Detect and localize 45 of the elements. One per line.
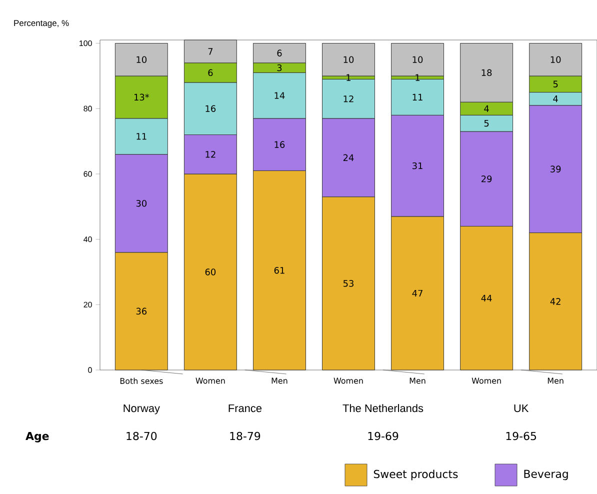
data-label: 60 <box>205 268 216 276</box>
data-label: 4 <box>484 105 489 112</box>
data-label: 14 <box>274 92 285 99</box>
data-label: 29 <box>482 175 492 182</box>
text: Age <box>26 432 49 442</box>
data-label: 24 <box>343 154 354 161</box>
legend-label: Beverag <box>524 470 568 480</box>
data-label: 61 <box>274 266 284 274</box>
data-label: 12 <box>206 151 216 158</box>
data-label: 10 <box>412 56 423 63</box>
text: 18-70 <box>126 432 157 440</box>
text: France <box>228 404 262 412</box>
y-axis-title: Percentage, % <box>14 20 69 28</box>
data-label: 6 <box>277 50 282 56</box>
data-label: 11 <box>136 133 146 140</box>
data-label: 53 <box>343 280 354 287</box>
data-label: 16 <box>206 105 216 112</box>
data-label: 39 <box>550 166 561 172</box>
data-label: 10 <box>136 56 147 63</box>
data-label: 3 <box>277 64 282 72</box>
text: 18-79 <box>230 432 260 440</box>
data-label: 5 <box>553 80 558 88</box>
data-label: 10 <box>550 56 561 63</box>
data-label: 18 <box>482 69 492 76</box>
data-label: 30 <box>136 200 147 207</box>
text: 19-65 <box>506 432 536 440</box>
text: The Netherlands <box>342 404 424 412</box>
text: UK <box>514 404 529 412</box>
data-label: 10 <box>344 56 354 63</box>
data-label: 44 <box>481 294 492 302</box>
data-label: 13* <box>134 94 150 101</box>
data-label: 5 <box>484 120 489 127</box>
data-label: 4 <box>553 96 558 102</box>
data-label: 12 <box>344 95 354 102</box>
data-label: 16 <box>274 141 285 148</box>
data-label: 36 <box>136 308 147 315</box>
text: Norway <box>124 404 160 414</box>
text: 19-69 <box>368 432 398 440</box>
data-label: 47 <box>412 290 422 296</box>
data-label: 6 <box>208 69 213 76</box>
data-label: 31 <box>412 162 422 170</box>
legend-label: Sweet products <box>374 470 458 480</box>
data-label: 11 <box>412 94 422 100</box>
data-label: 42 <box>550 298 560 305</box>
data-label: 7 <box>208 48 213 55</box>
